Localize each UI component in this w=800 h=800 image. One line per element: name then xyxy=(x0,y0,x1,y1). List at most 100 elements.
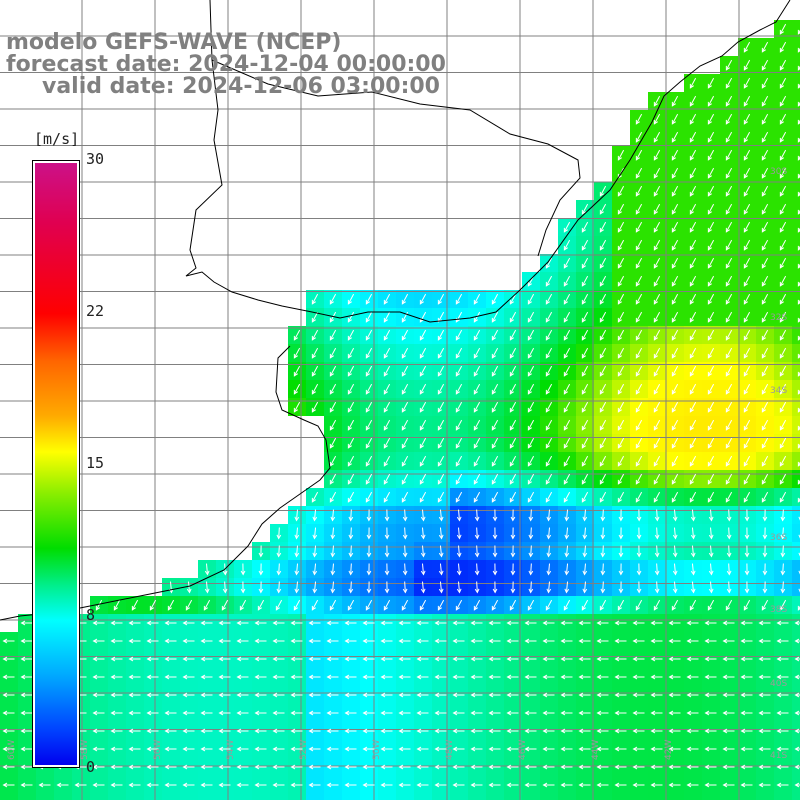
wind-arrow xyxy=(293,347,301,359)
wind-arrow xyxy=(762,509,768,522)
wind-arrow xyxy=(527,293,535,305)
wind-arrow xyxy=(312,545,318,558)
wind-arrow xyxy=(650,638,663,644)
wind-arrow xyxy=(348,545,354,558)
wind-arrow xyxy=(618,545,624,558)
field-cell xyxy=(792,164,800,182)
wind-arrow xyxy=(402,563,408,576)
wind-arrow xyxy=(563,221,571,233)
wind-arrow xyxy=(743,41,751,53)
wind-arrow xyxy=(290,620,303,626)
wind-arrow xyxy=(564,581,570,594)
wind-arrow xyxy=(690,563,696,576)
wind-arrow xyxy=(398,692,411,698)
wind-arrow xyxy=(653,437,661,449)
wind-arrow xyxy=(797,47,800,53)
wind-arrow xyxy=(618,527,624,540)
wind-arrow xyxy=(726,509,732,522)
wind-arrow xyxy=(635,329,643,341)
wind-arrow xyxy=(164,656,177,662)
wind-arrow xyxy=(438,545,444,558)
wind-arrow xyxy=(761,149,769,161)
wind-arrow xyxy=(672,563,678,576)
wind-arrow xyxy=(758,764,771,770)
wind-arrow xyxy=(545,599,553,611)
wind-arrow xyxy=(509,491,517,503)
wind-arrow xyxy=(779,149,787,161)
wind-arrow xyxy=(473,419,481,431)
wind-arrow xyxy=(401,401,409,413)
wind-arrow xyxy=(722,656,735,662)
wind-arrow xyxy=(509,437,517,449)
wind-arrow xyxy=(419,419,427,431)
wind-arrow xyxy=(725,311,733,323)
wind-arrow xyxy=(488,656,501,662)
wind-arrow xyxy=(560,728,573,734)
wind-arrow xyxy=(707,221,715,233)
wind-arrow xyxy=(743,491,751,503)
wind-arrow xyxy=(329,329,337,341)
field-cell xyxy=(144,794,162,800)
wind-arrow xyxy=(635,167,643,179)
wind-arrow xyxy=(293,383,301,395)
wind-arrow xyxy=(689,239,697,251)
wind-arrow xyxy=(470,746,483,752)
wind-arrow xyxy=(797,155,800,161)
wind-arrow xyxy=(383,599,391,611)
field-cell xyxy=(684,794,702,800)
wind-arrow xyxy=(221,599,229,611)
wind-arrow xyxy=(218,710,231,716)
wind-arrow xyxy=(311,599,319,611)
wind-arrow xyxy=(473,311,481,323)
wind-arrow xyxy=(200,764,213,770)
wind-arrow xyxy=(509,419,517,431)
wind-arrow xyxy=(419,437,427,449)
wind-arrow xyxy=(348,527,354,540)
wind-arrow xyxy=(344,674,357,680)
wind-arrow xyxy=(20,692,33,698)
wind-arrow xyxy=(329,347,337,359)
wind-arrow xyxy=(218,692,231,698)
field-cell xyxy=(414,794,432,800)
wind-arrow xyxy=(797,335,800,341)
wind-arrow xyxy=(707,401,715,413)
wind-arrow xyxy=(797,371,800,377)
wind-arrow xyxy=(92,674,105,680)
wind-arrow xyxy=(618,581,624,594)
wind-arrow xyxy=(240,563,246,576)
wind-arrow xyxy=(596,710,609,716)
wind-arrow xyxy=(798,570,800,575)
wind-arrow xyxy=(780,563,786,576)
wind-arrow xyxy=(416,728,429,734)
wind-arrow xyxy=(437,293,445,305)
wind-arrow xyxy=(761,401,769,413)
wind-arrow xyxy=(509,473,517,485)
field-cell xyxy=(252,794,270,800)
wind-arrow xyxy=(743,347,751,359)
wind-arrow xyxy=(545,491,553,503)
wind-arrow xyxy=(740,674,753,680)
wind-arrow xyxy=(743,185,751,197)
wind-arrow xyxy=(704,764,717,770)
wind-arrow xyxy=(671,491,679,503)
wind-arrow xyxy=(668,710,681,716)
wind-arrow xyxy=(294,509,300,522)
wind-arrow xyxy=(779,95,787,107)
wind-arrow xyxy=(725,473,733,485)
wind-arrow xyxy=(398,710,411,716)
wind-arrow xyxy=(272,728,285,734)
wind-arrow xyxy=(617,203,625,215)
wind-arrow xyxy=(437,365,445,377)
wind-arrow xyxy=(797,299,800,305)
wind-arrow xyxy=(347,491,355,503)
wind-arrow xyxy=(708,527,714,540)
wind-arrow xyxy=(668,620,681,626)
wind-arrow xyxy=(581,455,589,467)
wind-arrow xyxy=(473,491,481,503)
wind-arrow xyxy=(222,581,228,594)
wind-arrow xyxy=(722,710,735,716)
wind-arrow xyxy=(491,293,499,305)
wind-arrow xyxy=(491,419,499,431)
field-cell xyxy=(666,794,684,800)
wind-arrow xyxy=(365,365,373,377)
